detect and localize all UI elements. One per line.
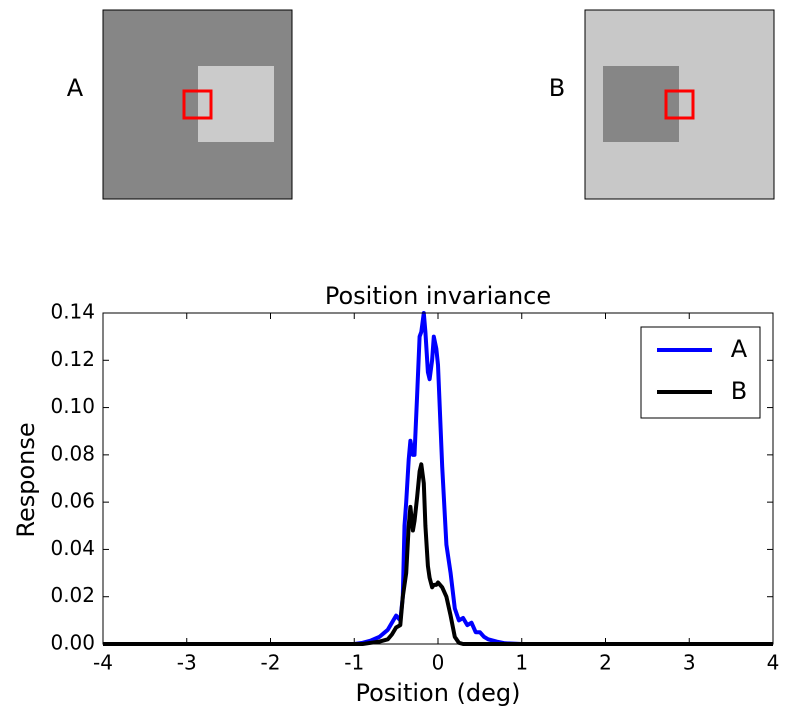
y-tick-label: 0.14 [50, 300, 95, 324]
x-tick-label: -2 [261, 651, 281, 675]
series-line-b [103, 462, 773, 646]
y-tick-label: 0.12 [50, 347, 95, 371]
stimulus-a-square [198, 66, 274, 142]
x-tick-label: -3 [177, 651, 197, 675]
stimulus-b-label: B [549, 74, 565, 102]
legend-box [640, 326, 761, 419]
stimulus-a-receptive-field [182, 89, 213, 120]
legend-label-a: A [731, 335, 748, 363]
series-lines [103, 311, 773, 646]
x-tick-label: -1 [344, 651, 364, 675]
x-axis-label: Position (deg) [355, 679, 520, 707]
stimulus-b: B [549, 9, 775, 200]
stimulus-b-receptive-field [664, 89, 695, 120]
legend: A B [640, 326, 761, 419]
x-tick-label: 3 [683, 651, 696, 675]
x-tick-label: 2 [599, 651, 612, 675]
y-tick-label: 0.08 [50, 441, 95, 465]
series-line-a [103, 311, 773, 646]
x-tick-label: 4 [767, 651, 780, 675]
y-tick-label: 0.04 [50, 536, 95, 560]
legend-label-b: B [731, 377, 747, 405]
axis-ticks: -4 -3 -2 -1 0 1 2 3 4 0.00 0.02 0.04 0.06 0.08 0.10 0.1… [50, 300, 779, 675]
x-tick-label: 0 [432, 651, 445, 675]
chart-title: Position invariance [325, 282, 551, 310]
stimulus-b-square [603, 66, 679, 142]
plot-frame [102, 312, 774, 645]
y-tick-label: 0.06 [50, 489, 95, 513]
y-tick-label: 0.02 [50, 583, 95, 607]
x-tick-label: -4 [93, 651, 113, 675]
stimulus-a: A [67, 9, 293, 200]
stimulus-a-label: A [67, 74, 84, 102]
x-tick-label: 1 [515, 651, 528, 675]
y-tick-label: 0.00 [50, 631, 95, 655]
y-axis-label: Response [12, 422, 40, 537]
y-tick-label: 0.10 [50, 394, 95, 418]
position-invariance-chart: Position invariance Position (deg) Respo… [12, 282, 779, 707]
